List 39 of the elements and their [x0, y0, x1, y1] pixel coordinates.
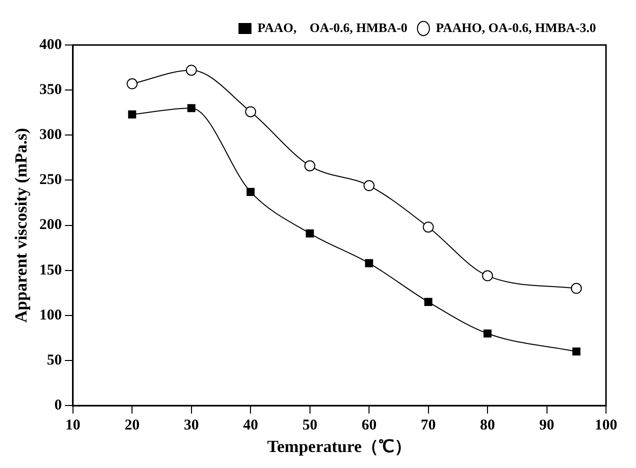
point [572, 347, 580, 356]
x-tick-label: 10 [65, 417, 80, 434]
x-tick-label: 30 [184, 417, 199, 434]
x-tick-label: 90 [539, 417, 554, 434]
y-tick-label: 100 [39, 307, 62, 324]
x-tick-label: 60 [362, 417, 377, 434]
x-tick-label: 100 [594, 417, 618, 434]
point [570, 282, 582, 294]
point [246, 188, 255, 196]
y-tick-label: 400 [39, 36, 62, 53]
y-tick-label: 300 [39, 127, 62, 144]
point [304, 160, 316, 172]
point [128, 110, 136, 118]
point [306, 229, 314, 238]
point [126, 78, 138, 90]
legend-label: PAAO, OA-0.6, HMBA-0 [257, 20, 408, 35]
point [424, 298, 432, 306]
x-tick-label: 70 [420, 417, 436, 434]
point [364, 180, 375, 192]
x-tick-label: 80 [480, 417, 496, 434]
y-tick-label: 250 [39, 172, 62, 188]
point [245, 106, 256, 118]
legend-label: PAAHO, OA-0.6, HMBA-3.0 [436, 20, 596, 35]
y-axis-title: Apparent viscosity (mPa.s) [12, 128, 31, 323]
y-tick-label: 200 [39, 217, 62, 234]
y-tick-label: 50 [46, 352, 62, 368]
y-tick-label: 350 [39, 82, 62, 98]
point [482, 270, 494, 282]
y-tick-label: 0 [54, 397, 62, 414]
point [365, 259, 374, 268]
x-axis-title: Temperature（℃） [267, 437, 412, 456]
x-tick-label: 50 [302, 417, 318, 434]
x-tick-label: 20 [124, 417, 140, 434]
point [422, 222, 434, 233]
point [186, 64, 197, 76]
point [484, 329, 492, 338]
point [187, 104, 196, 112]
x-tick-label: 40 [243, 417, 258, 434]
y-tick-label: 150 [39, 262, 62, 278]
